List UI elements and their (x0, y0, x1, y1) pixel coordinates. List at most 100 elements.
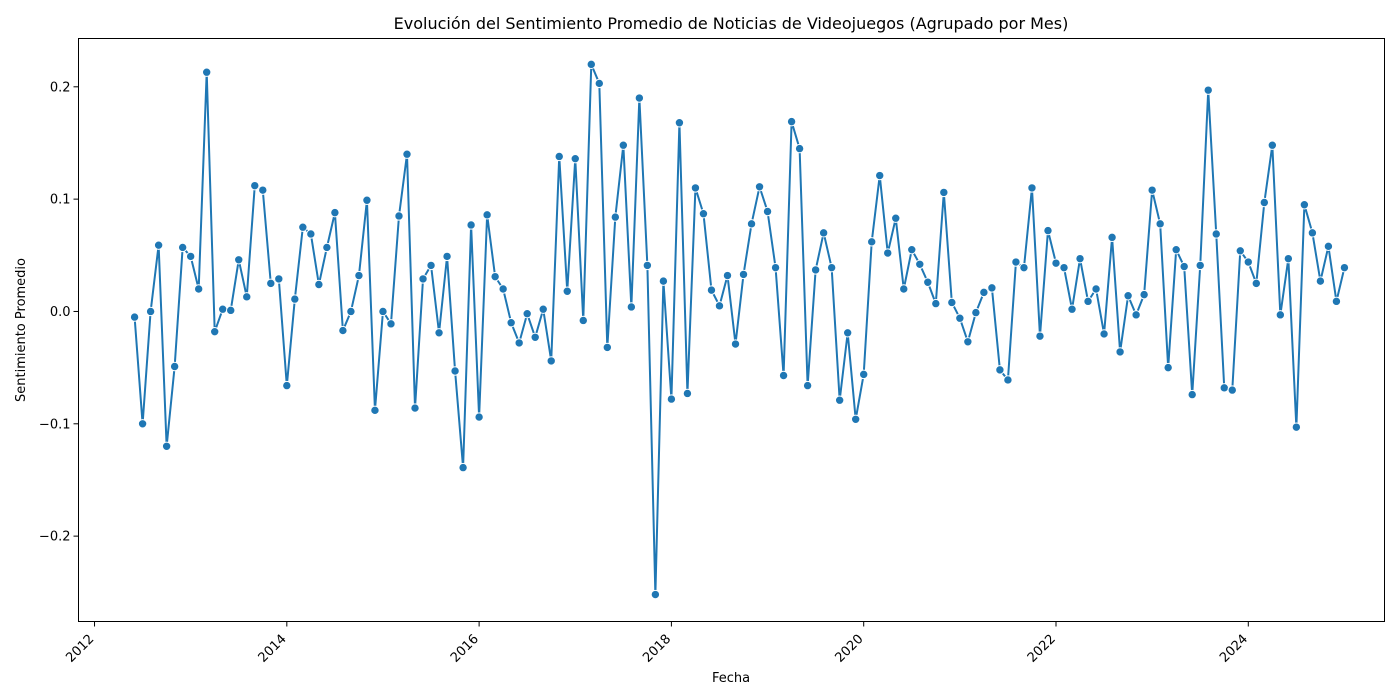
data-point (907, 244, 917, 255)
data-point (634, 93, 645, 103)
data-point (1083, 296, 1093, 307)
series-line (133, 63, 1346, 596)
data-point (426, 260, 436, 271)
data-point (915, 259, 925, 269)
data-point (1003, 375, 1013, 385)
data-point (586, 59, 596, 70)
y-tick-label: 0.0 (50, 305, 71, 320)
data-point (1315, 276, 1326, 286)
data-point (1275, 310, 1286, 320)
data-point (1091, 284, 1101, 294)
y-axis-label: Sentimiento Promedio (14, 258, 29, 402)
data-point (802, 380, 813, 391)
data-point (450, 366, 460, 376)
data-point (169, 361, 180, 372)
x-tick-label: 2014 (256, 632, 290, 666)
data-point (1035, 331, 1045, 341)
data-point (754, 182, 765, 192)
data-point (290, 294, 300, 304)
data-point (1283, 253, 1294, 264)
data-point (145, 306, 156, 317)
chart-title: Evolución del Sentimiento Promedio de No… (394, 14, 1069, 33)
plot-area (78, 38, 1385, 622)
data-point (1051, 258, 1061, 268)
data-point (786, 116, 797, 127)
data-point (722, 270, 733, 281)
data-point (402, 149, 412, 159)
data-point (250, 180, 260, 191)
data-point (482, 210, 492, 220)
data-point (1171, 244, 1181, 255)
data-point (1331, 296, 1342, 307)
data-point (1059, 262, 1069, 273)
data-point (346, 306, 356, 317)
data-point (338, 325, 348, 336)
data-point (1027, 183, 1037, 193)
data-point (274, 274, 284, 284)
data-point (201, 67, 212, 77)
data-point (554, 151, 564, 162)
data-point (666, 394, 677, 404)
y-tick-label: −0.1 (39, 417, 71, 432)
data-point (522, 309, 532, 319)
data-point (562, 286, 572, 296)
data-point (129, 312, 140, 322)
data-point (658, 276, 669, 286)
data-point (1235, 246, 1245, 256)
data-point (1211, 229, 1221, 239)
data-point (418, 274, 428, 284)
data-point (410, 403, 420, 413)
data-point (826, 262, 837, 273)
y-tick-label: −0.2 (39, 530, 71, 545)
data-point (1147, 185, 1157, 195)
data-point (706, 285, 717, 295)
data-point (674, 118, 685, 128)
data-point (210, 326, 220, 337)
data-point (538, 304, 548, 314)
data-point (1139, 289, 1149, 300)
data-point (690, 183, 701, 193)
data-point (979, 287, 989, 298)
data-point (682, 388, 693, 399)
data-point (995, 365, 1005, 375)
data-point (474, 412, 484, 422)
data-point (738, 269, 749, 280)
data-point (947, 297, 957, 308)
data-point (931, 298, 941, 309)
data-point (1267, 140, 1278, 150)
x-tick-label: 2012 (63, 632, 97, 666)
data-point (626, 302, 637, 312)
data-point (1123, 291, 1133, 301)
data-point (193, 284, 204, 294)
data-point (1019, 262, 1029, 273)
data-point (987, 283, 997, 293)
data-point (218, 304, 228, 314)
data-point (498, 284, 508, 294)
data-point (1075, 253, 1085, 264)
data-point (234, 255, 244, 265)
data-point (891, 213, 901, 223)
x-tick-label: 2022 (1025, 632, 1059, 666)
data-point (1339, 262, 1350, 273)
data-point (1131, 310, 1141, 320)
data-point (602, 342, 613, 353)
data-point (226, 305, 236, 316)
data-point (177, 242, 188, 253)
data-point (642, 260, 653, 271)
data-point (137, 419, 148, 429)
data-point (546, 356, 556, 366)
data-point (1155, 219, 1165, 229)
series-layer (129, 59, 1350, 600)
data-point (883, 248, 893, 258)
x-axis-label: Fecha (712, 671, 750, 686)
data-point (923, 277, 933, 287)
data-point (1259, 197, 1270, 208)
data-point (458, 462, 468, 473)
data-point (650, 589, 661, 600)
data-point (442, 251, 452, 262)
data-point (955, 313, 965, 323)
data-point (594, 78, 604, 89)
data-point (1011, 257, 1021, 267)
data-point (570, 153, 580, 164)
data-point (490, 271, 500, 282)
